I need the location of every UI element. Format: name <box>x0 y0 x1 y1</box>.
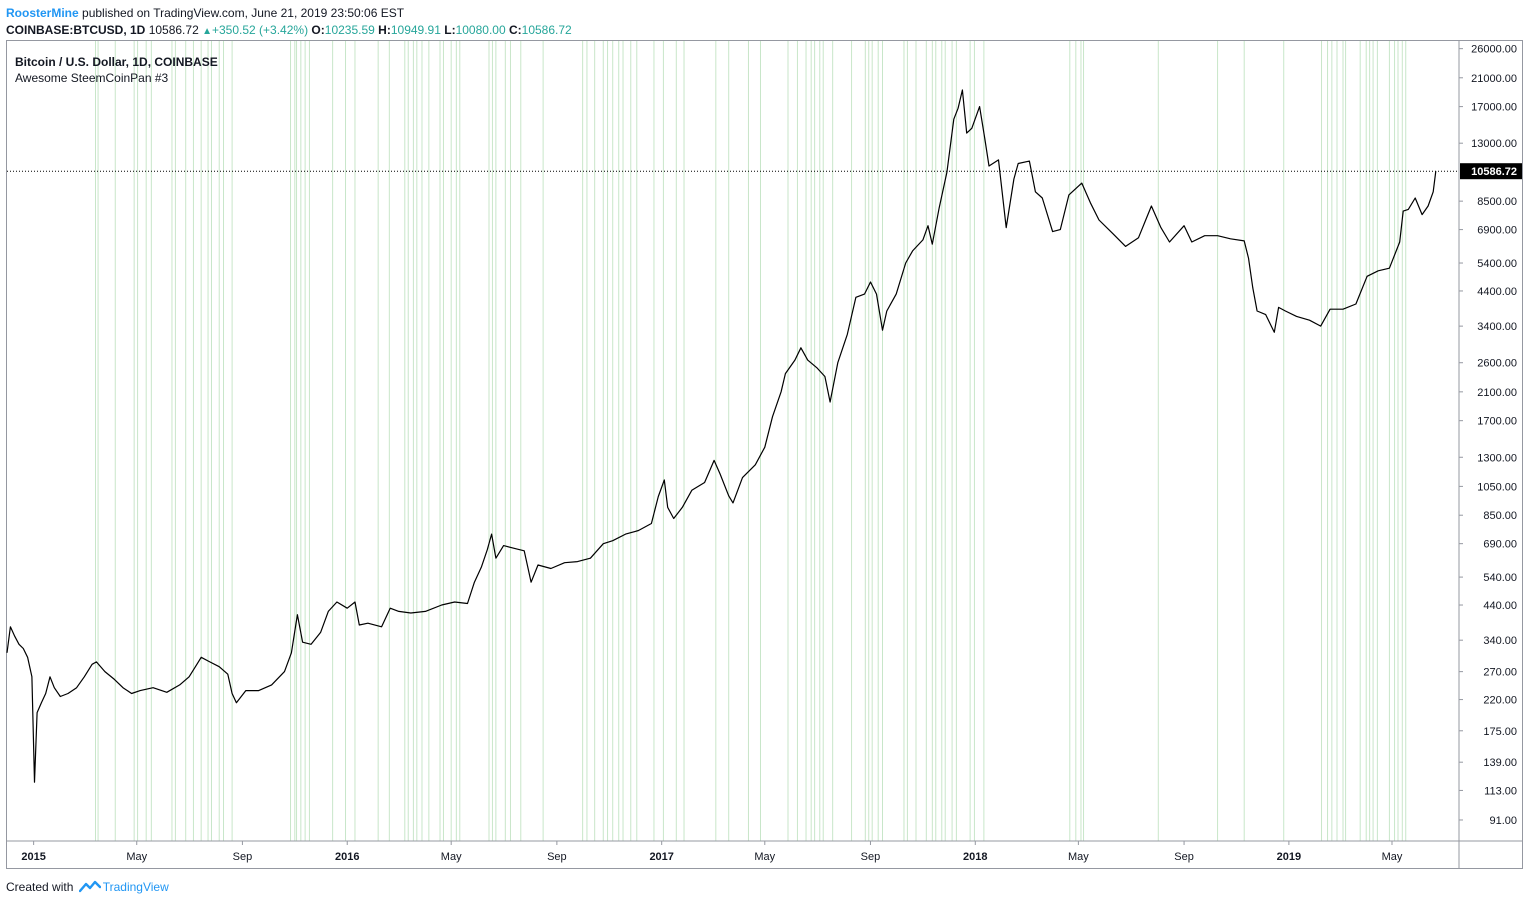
chart-pane[interactable] <box>6 40 1523 869</box>
published-text: published on TradingView.com, June 21, 2… <box>82 6 405 20</box>
y-tick-label: 4400.00 <box>1477 286 1517 298</box>
price-line <box>6 89 1437 783</box>
chart-legend: Bitcoin / U.S. Dollar, 1D, COINBASE Awes… <box>15 54 218 86</box>
last-price: 10586.72 <box>148 23 199 37</box>
tradingview-logo-icon <box>78 880 101 893</box>
x-tick-label: Sep <box>1174 851 1194 863</box>
open-value: 10235.59 <box>324 23 375 37</box>
x-tick-label: May <box>441 851 462 863</box>
x-tick-label: Sep <box>547 851 567 863</box>
close-value: 10586.72 <box>521 23 572 37</box>
x-tick-label: 2019 <box>1277 851 1301 863</box>
y-tick-label: 13000.00 <box>1471 138 1517 150</box>
x-tick-label: May <box>126 851 147 863</box>
y-tick-label: 3400.00 <box>1477 321 1517 333</box>
y-tick-label: 220.00 <box>1483 695 1517 707</box>
y-tick-label: 5400.00 <box>1477 258 1517 270</box>
symbol-name: COINBASE:BTCUSD, 1D <box>6 23 146 37</box>
high-label: H: <box>378 23 391 37</box>
x-tick-label: May <box>754 851 775 863</box>
high-value: 10949.91 <box>390 23 441 37</box>
y-tick-label: 6900.00 <box>1477 225 1517 237</box>
last-price-label: 10586.72 <box>1471 166 1517 178</box>
y-tick-label: 440.00 <box>1483 600 1517 612</box>
y-tick-label: 26000.00 <box>1471 44 1517 56</box>
y-tick-label: 175.00 <box>1483 726 1517 738</box>
y-tick-label: 17000.00 <box>1471 102 1517 114</box>
last-price-tag <box>1460 163 1522 180</box>
y-tick-label: 21000.00 <box>1471 73 1517 85</box>
legend-title: Bitcoin / U.S. Dollar, 1D, COINBASE <box>15 55 218 69</box>
x-tick-label: Sep <box>233 851 253 863</box>
y-tick-label: 270.00 <box>1483 667 1517 679</box>
ohlc-line: COINBASE:BTCUSD, 1D 10586.72 ▲+350.52 (+… <box>6 23 572 37</box>
y-tick-label: 1050.00 <box>1477 481 1517 493</box>
created-with-text: Created with <box>6 880 74 894</box>
x-tick-label: 2015 <box>21 851 45 863</box>
x-tick-label: 2018 <box>963 851 987 863</box>
low-label: L: <box>444 23 456 37</box>
y-tick-label: 540.00 <box>1483 572 1517 584</box>
up-arrow-icon: ▲ <box>202 26 212 37</box>
x-tick-label: May <box>1068 851 1089 863</box>
x-tick-label: Sep <box>861 851 881 863</box>
x-tick-label: May <box>1382 851 1403 863</box>
price-change: +350.52 (+3.42%) <box>212 23 309 37</box>
y-tick-label: 91.00 <box>1489 815 1517 827</box>
y-tick-label: 2100.00 <box>1477 387 1517 399</box>
tradingview-brand-link[interactable]: TradingView <box>102 880 169 894</box>
low-value: 10080.00 <box>455 23 506 37</box>
publish-info: RoosterMine published on TradingView.com… <box>6 6 404 20</box>
footer: Created with TradingView <box>6 880 169 894</box>
y-tick-label: 1300.00 <box>1477 452 1517 464</box>
x-tick-label: 2016 <box>335 851 359 863</box>
y-tick-label: 113.00 <box>1484 785 1517 797</box>
y-tick-label: 850.00 <box>1483 510 1517 522</box>
open-label: O: <box>311 23 325 37</box>
y-tick-label: 690.00 <box>1483 539 1517 551</box>
author-link[interactable]: RoosterMine <box>6 6 79 20</box>
y-tick-label: 2600.00 <box>1477 358 1517 370</box>
x-tick-label: 2017 <box>649 851 673 863</box>
y-tick-label: 340.00 <box>1483 635 1517 647</box>
y-tick-label: 1700.00 <box>1477 416 1517 428</box>
legend-indicator: Awesome SteemCoinPan #3 <box>15 71 169 85</box>
y-tick-label: 139.00 <box>1483 757 1517 769</box>
close-label: C: <box>508 23 522 37</box>
y-tick-label: 8500.00 <box>1477 196 1517 208</box>
